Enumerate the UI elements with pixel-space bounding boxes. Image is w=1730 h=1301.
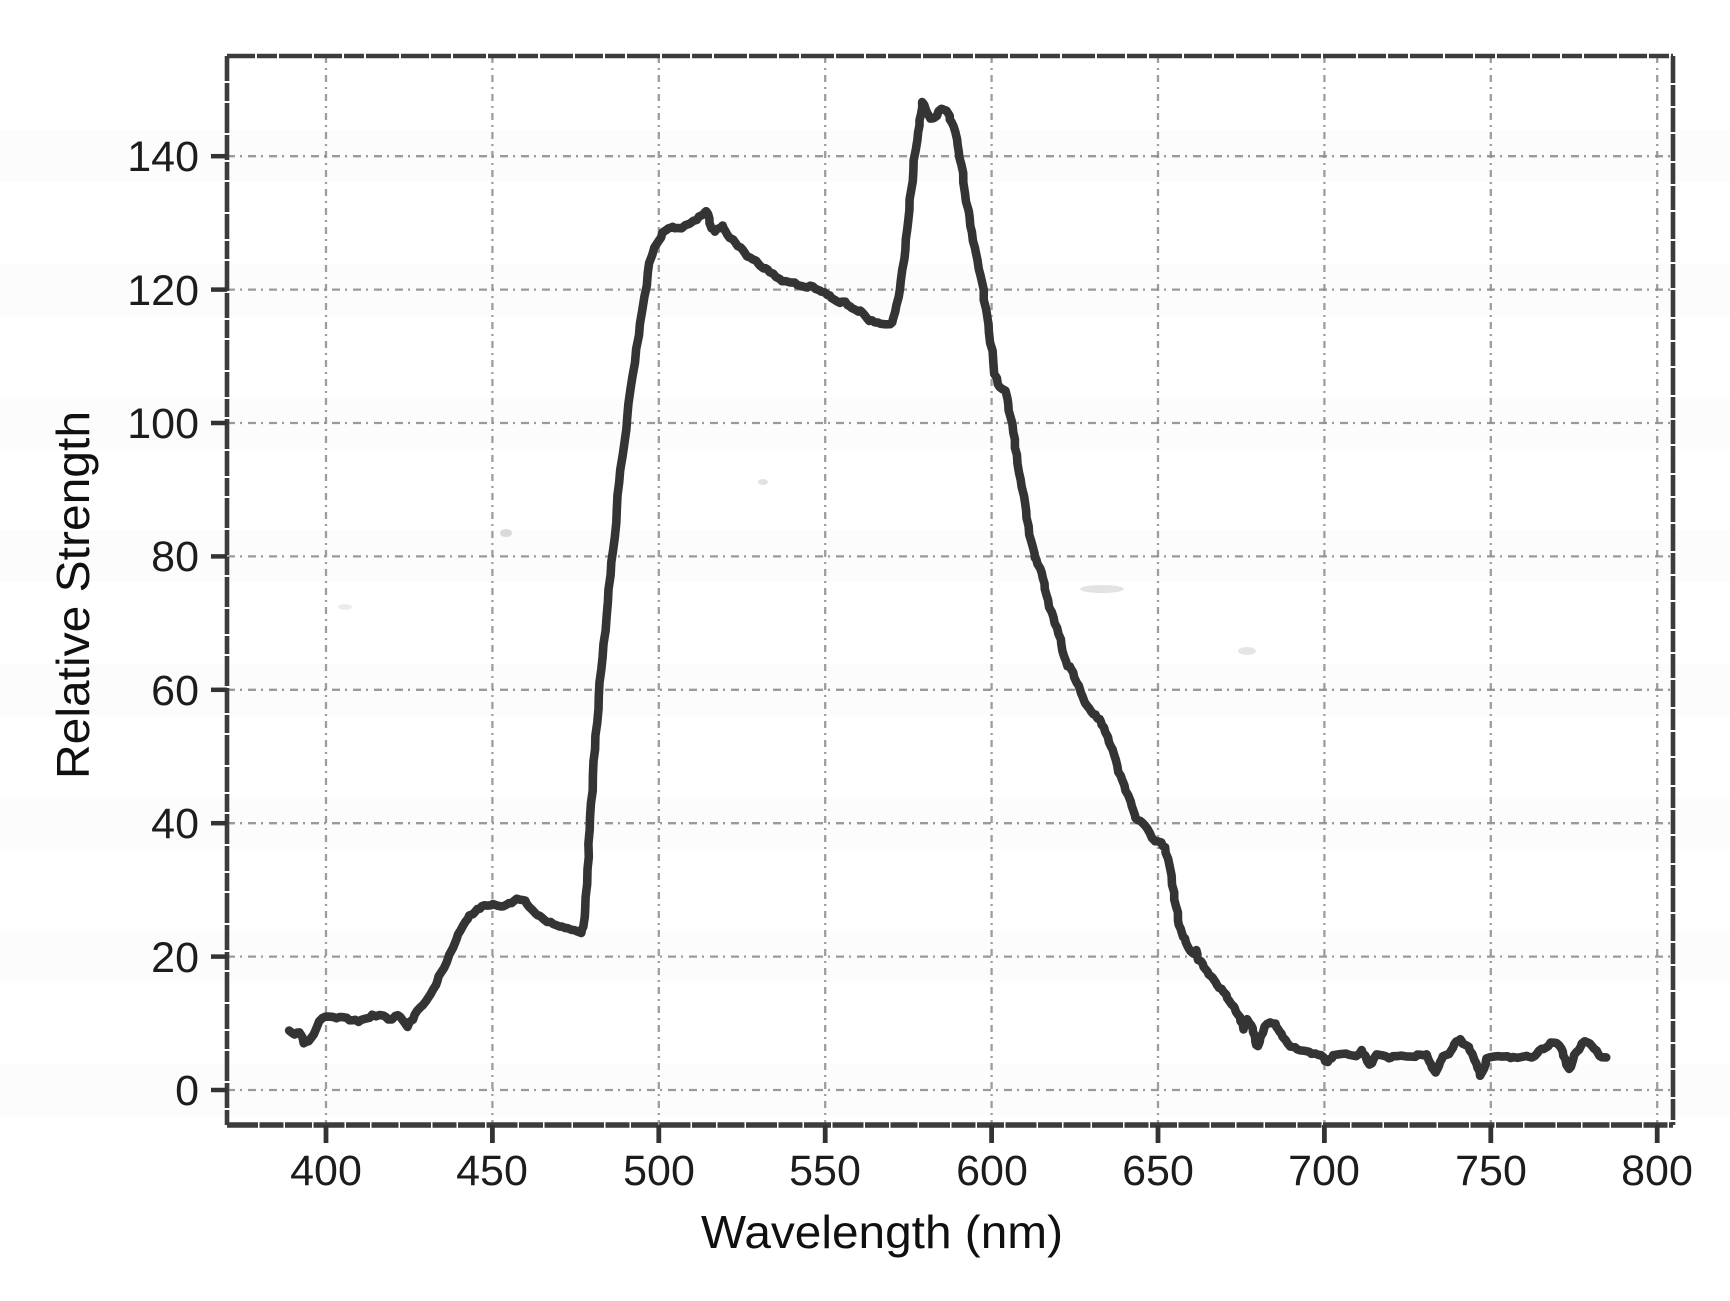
svg-text:120: 120 (127, 267, 199, 315)
svg-text:140: 140 (127, 133, 199, 181)
svg-text:Wavelength (nm): Wavelength (nm) (701, 1206, 1063, 1258)
svg-text:0: 0 (175, 1067, 199, 1115)
svg-text:650: 650 (1122, 1147, 1194, 1195)
svg-text:400: 400 (290, 1147, 362, 1195)
svg-text:20: 20 (151, 934, 199, 982)
svg-text:550: 550 (789, 1147, 861, 1195)
svg-text:100: 100 (127, 400, 199, 448)
svg-text:700: 700 (1288, 1147, 1360, 1195)
svg-text:450: 450 (456, 1147, 528, 1195)
svg-text:80: 80 (151, 533, 199, 581)
svg-text:600: 600 (956, 1147, 1028, 1195)
svg-text:60: 60 (151, 667, 199, 715)
svg-text:750: 750 (1455, 1147, 1527, 1195)
svg-text:800: 800 (1621, 1147, 1693, 1195)
svg-text:Relative Strength: Relative Strength (47, 411, 99, 779)
svg-text:40: 40 (151, 800, 199, 848)
svg-text:500: 500 (623, 1147, 695, 1195)
